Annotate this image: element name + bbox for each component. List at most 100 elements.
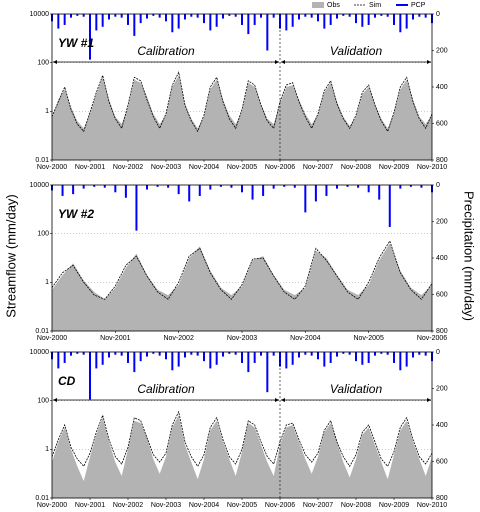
pcp-bar: [386, 14, 389, 17]
x-tick-label: Nov-2002: [113, 164, 143, 171]
pcp-bar: [367, 352, 370, 363]
pcp-bar: [247, 352, 250, 373]
x-tick-label: Nov-2009: [379, 164, 409, 171]
x-tick-label: Nov-2001: [75, 164, 105, 171]
pcp-bar: [215, 352, 218, 365]
pcp-bar: [95, 352, 98, 369]
pcp-bar: [272, 352, 275, 356]
legend-label: Sim: [369, 2, 381, 9]
y2-tick-label: 800: [436, 495, 448, 502]
pcp-bar: [348, 14, 351, 17]
pcp-bar: [120, 14, 123, 18]
pcp-bar: [89, 14, 91, 60]
pcp-bar: [378, 185, 381, 200]
panel-title: CD: [58, 374, 76, 388]
pcp-bar: [393, 14, 395, 25]
y2-tick-label: 0: [436, 182, 440, 189]
y-tick-label: 1: [45, 108, 49, 115]
x-tick-label: Nov-2000: [37, 164, 67, 171]
pcp-bar: [424, 352, 427, 356]
y-tick-label: 1: [45, 446, 49, 453]
y-tick-label: 10000: [30, 349, 50, 356]
pcp-bar: [222, 14, 224, 19]
pcp-bar: [82, 14, 85, 17]
pcp-bar: [203, 14, 205, 24]
pcp-bar: [399, 14, 402, 33]
pcp-bar: [108, 352, 110, 358]
pcp-bar: [262, 185, 265, 196]
pcp-bar: [272, 185, 275, 189]
pcp-bar: [114, 14, 117, 17]
pcp-bar: [374, 14, 376, 18]
pcp-bar: [124, 185, 127, 198]
pcp-bar: [203, 352, 205, 362]
y-tick-label: 0.01: [35, 157, 49, 164]
pcp-bar: [285, 14, 288, 31]
pcp-bar: [355, 352, 357, 362]
y-tick-label: 0.01: [35, 328, 49, 335]
sim-line: [51, 240, 433, 300]
pcp-bar: [253, 352, 256, 363]
pcp-bar: [272, 14, 275, 18]
pcp-bar: [76, 352, 79, 354]
y2-tick-label: 800: [436, 157, 448, 164]
pcp-bar: [251, 185, 254, 200]
pcp-bar: [103, 185, 106, 188]
pcp-bar: [167, 185, 170, 188]
pcp-bar: [241, 185, 243, 193]
x-tick-label: Nov-2005: [227, 164, 257, 171]
pcp-bar: [380, 352, 383, 354]
pcp-bar: [152, 352, 155, 354]
pcp-bar: [127, 352, 129, 363]
x-tick-label: Nov-2003: [151, 164, 181, 171]
annotation: Validation: [330, 44, 383, 58]
obs-area: [52, 243, 432, 331]
y2-tick-label: 0: [436, 11, 440, 18]
pcp-bar: [424, 14, 427, 18]
pcp-bar: [114, 352, 117, 355]
pcp-bar: [215, 14, 218, 27]
pcp-bar: [234, 352, 237, 355]
pcp-bar: [386, 352, 389, 355]
pcp-bar: [230, 185, 233, 188]
pcp-bar: [418, 352, 421, 355]
pcp-bar: [184, 14, 186, 20]
pcp-bar: [158, 352, 161, 356]
pcp-bar: [323, 352, 326, 367]
pcp-bar: [209, 185, 212, 190]
pcp-bar: [158, 14, 161, 18]
x-tick-label: Nov-2000: [37, 335, 67, 342]
pcp-bar: [285, 352, 288, 369]
x-tick-label: Nov-2003: [151, 502, 181, 509]
pcp-bar: [260, 14, 262, 18]
pcp-bar: [146, 352, 148, 357]
pcp-bar: [304, 14, 307, 17]
pcp-bar: [399, 185, 402, 189]
annotation: Calibration: [137, 44, 195, 58]
pcp-bar: [253, 14, 256, 25]
y-axis-title: Streamflow (mm/day): [3, 194, 18, 318]
pcp-bar: [405, 14, 408, 29]
pcp-bar: [291, 352, 294, 365]
x-tick-label: Nov-2001: [75, 502, 105, 509]
pcp-bar: [114, 185, 117, 193]
x-tick-label: Nov-2005: [227, 502, 257, 509]
pcp-bar: [266, 14, 269, 51]
pcp-bar: [304, 185, 307, 213]
pcp-bar: [348, 352, 351, 355]
pcp-bar: [82, 352, 85, 355]
pcp-bar: [405, 352, 408, 367]
pcp-bar: [228, 352, 231, 354]
pcp-bar: [317, 352, 319, 360]
annotation: Validation: [330, 382, 383, 396]
pcp-bar: [165, 352, 167, 360]
pcp-bar: [279, 14, 281, 29]
pcp-bar: [146, 185, 148, 190]
pcp-bar: [310, 352, 313, 356]
legend-label: Obs: [327, 2, 340, 9]
pcp-bar: [72, 185, 75, 195]
pcp-bar: [310, 14, 313, 18]
pcp-bar: [247, 14, 250, 35]
x-tick-label: Nov-2009: [379, 502, 409, 509]
